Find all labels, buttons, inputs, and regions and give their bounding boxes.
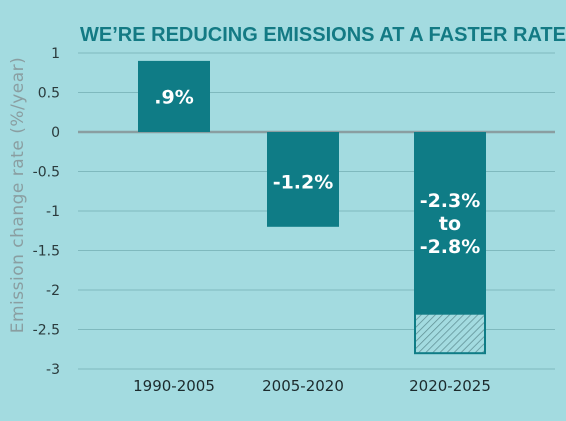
bar-range-extension <box>414 312 486 355</box>
y-tick-label: -1 <box>46 204 60 220</box>
x-tick-label: 2020-2025 <box>409 377 491 395</box>
bar-2005-2020 <box>267 132 339 227</box>
chart-title: WE’RE REDUCING EMISSIONS AT A FASTER RAT… <box>80 24 566 46</box>
y-tick-label: 0 <box>51 125 60 141</box>
y-tick-labels: 1 0.5 0 -0.5 -1 -1.5 -2 -2.5 -3 <box>33 46 60 378</box>
y-tick-label: -3 <box>46 362 60 378</box>
data-label-line: -1.2% <box>273 171 334 193</box>
y-tick-label: -2.5 <box>33 323 60 339</box>
x-tick-labels: 1990-2005 2005-2020 2020-2025 <box>133 377 491 395</box>
data-label-line: to <box>439 213 461 235</box>
data-label-line: .9% <box>154 86 193 108</box>
data-labels: .9% -1.2% -2.3% to -2.8% <box>154 86 480 257</box>
bar-2020-2025 <box>414 132 486 314</box>
data-label-1990-2005: .9% <box>154 86 193 108</box>
y-tick-label: -1.5 <box>33 244 60 260</box>
y-tick-label: 1 <box>51 46 60 62</box>
data-label-line: -2.3% <box>420 190 481 212</box>
y-tick-label: -0.5 <box>33 165 60 181</box>
y-tick-label: -2 <box>46 283 60 299</box>
y-tick-label: 0.5 <box>38 86 60 102</box>
data-label-line: -2.8% <box>420 236 481 258</box>
data-label-2005-2020: -1.2% <box>273 171 334 193</box>
bar-1990-2005 <box>138 60 210 132</box>
x-tick-label: 1990-2005 <box>133 377 215 395</box>
x-tick-label: 2005-2020 <box>262 377 344 395</box>
data-label-2020-2025: -2.3% to -2.8% <box>420 190 481 258</box>
bars <box>138 60 486 355</box>
y-axis-label: Emission change rate (%/year) <box>8 57 28 334</box>
